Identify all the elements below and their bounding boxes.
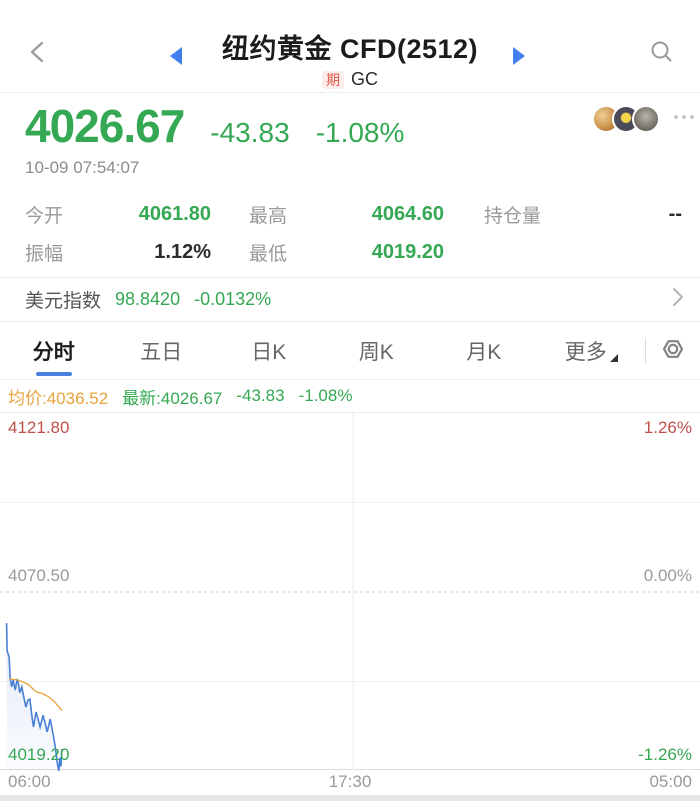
price-change: -43.83 bbox=[210, 117, 290, 148]
header: 纽约黄金 CFD(2512) 期 GC bbox=[0, 0, 700, 93]
follower-avatars[interactable] bbox=[592, 105, 660, 133]
active-tab-underline bbox=[35, 372, 72, 376]
quote-timestamp: 10-09 07:54:07 bbox=[25, 158, 140, 177]
tab-monthly-k[interactable]: 月K bbox=[430, 322, 538, 379]
stat-value: 4019.20 bbox=[371, 240, 444, 263]
next-instrument-icon[interactable] bbox=[513, 47, 525, 65]
stats-section: 今开 4061.80 最高 4064.60 持仓量 -- 振幅 1.12% 最低 4019.20 bbox=[0, 185, 700, 277]
usd-index-label: 美元指数 bbox=[25, 291, 102, 312]
stat-value: -- bbox=[668, 202, 682, 225]
stat-value: 4061.80 bbox=[138, 202, 211, 225]
chart-settings-button[interactable] bbox=[646, 322, 700, 379]
tab-label: 五日 bbox=[140, 340, 183, 364]
y-label-high-pct: 1.26% bbox=[643, 418, 692, 437]
last-price: 4026.67 bbox=[25, 100, 185, 152]
stat-0: 今开 4061.80 bbox=[25, 201, 211, 228]
search-button[interactable] bbox=[650, 40, 674, 67]
stat-3: 振幅 1.12% bbox=[25, 239, 211, 266]
prev-instrument-icon[interactable] bbox=[170, 47, 182, 65]
chart-plot bbox=[0, 413, 700, 771]
more-options-icon[interactable] bbox=[674, 115, 694, 119]
gear-icon bbox=[658, 334, 688, 367]
chevron-right-icon bbox=[671, 286, 685, 313]
stat-2: 持仓量 -- bbox=[484, 201, 682, 228]
tabbar-divider bbox=[645, 337, 646, 364]
tab-label: 更多 bbox=[564, 340, 607, 364]
search-icon bbox=[650, 41, 674, 67]
instrument-type-badge: 期 bbox=[322, 70, 344, 89]
stat-label: 最低 bbox=[249, 243, 288, 265]
y-label-high: 4121.80 bbox=[8, 418, 70, 437]
stat-label: 振幅 bbox=[25, 243, 64, 265]
back-chevron-icon bbox=[28, 41, 50, 67]
price-change-pct: -1.08% bbox=[315, 117, 405, 148]
tab-five-day[interactable]: 五日 bbox=[108, 322, 216, 379]
stat-value: 1.12% bbox=[154, 240, 211, 263]
stat-value: 4064.60 bbox=[371, 202, 444, 225]
x-label-end: 05:00 bbox=[649, 772, 692, 791]
tab-label: 日K bbox=[251, 340, 287, 364]
usd-index-value: 98.8420 bbox=[115, 289, 181, 309]
back-button[interactable] bbox=[28, 40, 50, 67]
tab-label: 周K bbox=[358, 340, 394, 364]
chart-x-axis: 06:00 17:30 05:00 bbox=[0, 770, 700, 795]
chart-legend: 均价:4036.52 最新:4026.67 -43.83 -1.08% bbox=[0, 380, 700, 412]
tab-label: 月K bbox=[466, 340, 502, 364]
x-label-start: 06:00 bbox=[8, 772, 51, 791]
legend-avg-price: 均价:4036.52 bbox=[8, 388, 109, 408]
dropdown-caret-icon bbox=[609, 353, 618, 362]
y-label-low-pct: -1.26% bbox=[638, 744, 692, 764]
avatar[interactable] bbox=[632, 105, 660, 133]
legend-change: -43.83 bbox=[236, 386, 285, 405]
x-label-mid: 17:30 bbox=[328, 772, 372, 791]
price-line bbox=[5, 623, 63, 771]
stat-1: 最高 4064.60 bbox=[249, 201, 444, 228]
stat-label: 持仓量 bbox=[484, 205, 542, 227]
stat-label: 最高 bbox=[249, 205, 288, 227]
quote-section: 4026.67 -43.83 -1.08% 10-09 07:54:07 bbox=[0, 93, 700, 185]
tab-weekly-k[interactable]: 周K bbox=[323, 322, 431, 379]
usd-index-row[interactable]: 美元指数 98.8420 -0.0132% bbox=[0, 277, 700, 322]
usd-index-change: -0.0132% bbox=[194, 289, 272, 309]
tab-daily-k[interactable]: 日K bbox=[215, 322, 323, 379]
intraday-chart[interactable]: 4121.80 1.26% 4070.50 0.00% 4019.20 -1.2… bbox=[0, 412, 700, 771]
tab-label: 分时 bbox=[32, 340, 75, 364]
legend-last-price: 最新:4026.67 bbox=[122, 388, 223, 408]
legend-change-pct: -1.08% bbox=[298, 386, 353, 405]
bottom-edge-bar bbox=[0, 795, 700, 801]
y-label-mid-pct: 0.00% bbox=[643, 566, 692, 585]
tab-time-share[interactable]: 分时 bbox=[0, 322, 108, 379]
chart-tabbar: 分时 五日 日K 周K 月K 更多 bbox=[0, 322, 700, 380]
page-title: 纽约黄金 CFD(2512) bbox=[221, 34, 479, 64]
price-area-fill bbox=[6, 623, 62, 771]
stat-label: 今开 bbox=[25, 205, 64, 227]
instrument-symbol: GC bbox=[351, 69, 378, 89]
y-label-low: 4019.20 bbox=[8, 744, 70, 764]
y-label-mid: 4070.50 bbox=[8, 566, 70, 585]
average-line bbox=[9, 678, 63, 712]
tab-more[interactable]: 更多 bbox=[538, 322, 646, 379]
stat-4: 最低 4019.20 bbox=[249, 239, 444, 266]
